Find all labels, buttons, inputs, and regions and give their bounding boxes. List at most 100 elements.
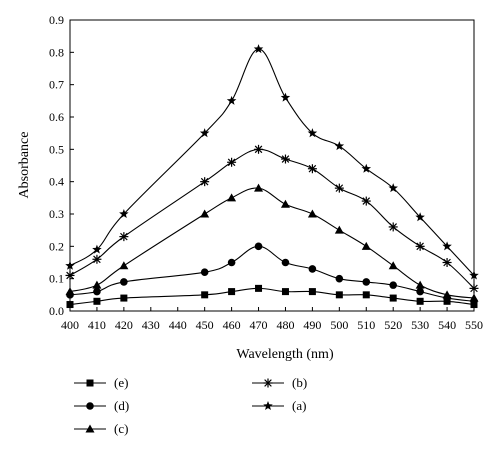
legend-label: (e) (114, 375, 128, 390)
x-tick-label: 540 (438, 318, 456, 332)
data-point-c (227, 193, 237, 202)
axes: 400 410 420 430 440 450 460 470 480 490 500 510 520 5… (49, 13, 483, 332)
series-line-e (69, 287, 475, 306)
x-axis-title: Wavelength (nm) (236, 347, 334, 362)
data-point-e (93, 297, 101, 305)
y-tick-label: 0.6 (49, 110, 64, 124)
data-point-b (65, 270, 75, 280)
x-tick-label: 470 (250, 318, 268, 332)
data-point-b (307, 164, 317, 174)
x-tick-label: 500 (330, 318, 348, 332)
data-point-d (227, 258, 236, 267)
y-axis-title: Absorbance (17, 132, 32, 199)
data-point-c (280, 199, 290, 208)
data-point-c (307, 209, 317, 218)
data-point-a (415, 212, 425, 222)
series-line-d (69, 245, 475, 302)
data-point-b (200, 177, 210, 187)
x-tick-label: 510 (357, 318, 375, 332)
data-point-b (92, 254, 102, 264)
legend-item-b: (b) (252, 375, 307, 390)
data-point-d (308, 265, 317, 273)
series-line-a (69, 48, 475, 276)
data-point-b (119, 232, 129, 242)
y-tick-label: 0.1 (49, 272, 64, 286)
series-a (65, 44, 479, 280)
x-tick-label: 490 (303, 318, 321, 332)
x-tick-label: 420 (115, 318, 133, 332)
y-tick-label: 0.0 (49, 304, 64, 318)
data-point-d (93, 287, 101, 296)
data-point-d (416, 287, 424, 296)
data-point-b (388, 222, 398, 232)
legend-item-d: (d) (74, 398, 129, 413)
data-point-e (416, 297, 424, 305)
x-tick-label: 450 (196, 318, 214, 332)
x-tick-label: 410 (88, 318, 106, 332)
legend-marker-a (263, 401, 273, 411)
data-point-a (253, 44, 264, 54)
data-point-d (389, 281, 398, 289)
data-point-a (226, 95, 237, 105)
series-b (65, 144, 479, 293)
data-point-a (307, 128, 318, 138)
data-point-a (334, 141, 345, 151)
series-c (65, 183, 479, 302)
legend-item-e: (e) (74, 375, 128, 390)
x-tick-label: 520 (384, 318, 402, 332)
x-tick-label: 480 (276, 318, 294, 332)
data-point-d (66, 291, 74, 299)
data-point-c (334, 225, 344, 234)
data-point-b (361, 196, 371, 206)
y-tick-label: 0.2 (49, 239, 64, 253)
data-point-e (443, 297, 451, 305)
data-point-d (120, 278, 128, 286)
data-point-e (201, 291, 209, 299)
data-point-a (199, 128, 210, 138)
data-point-b (334, 183, 344, 193)
legend-marker-c (85, 424, 95, 433)
legend-label: (b) (292, 375, 307, 390)
x-tick-label: 400 (61, 318, 79, 332)
data-point-c (415, 280, 425, 289)
x-tick-label: 430 (142, 318, 160, 332)
legend-item-c: (c) (74, 421, 128, 436)
data-point-e (470, 301, 478, 309)
data-point-e (66, 301, 74, 309)
data-point-e (389, 294, 397, 302)
data-point-b (280, 154, 290, 164)
x-tick-label: 440 (169, 318, 187, 332)
y-tick-label: 0.9 (49, 13, 64, 27)
data-point-e (255, 284, 263, 292)
legend-label: (d) (114, 398, 129, 413)
data-point-d (254, 242, 263, 251)
y-tick-label: 0.7 (49, 78, 64, 92)
data-point-a (119, 209, 129, 219)
data-point-a (65, 260, 75, 270)
series-d (66, 242, 478, 306)
data-point-d (281, 258, 290, 267)
data-point-c (254, 183, 264, 192)
data-point-a (92, 244, 102, 254)
x-tick-label: 460 (223, 318, 241, 332)
data-point-c (92, 280, 102, 289)
data-point-d (200, 268, 209, 277)
data-point-c (388, 261, 398, 270)
legend: (e) (b) (d) (a) (c) (74, 375, 307, 436)
series-e (66, 284, 478, 309)
legend-marker-d (86, 402, 94, 410)
data-point-e (335, 291, 343, 299)
x-tick-label: 530 (411, 318, 429, 332)
legend-item-a: (a) (252, 398, 306, 413)
legend-marker-e (86, 379, 94, 387)
y-tick-label: 0.5 (49, 142, 64, 156)
series-line-c (69, 187, 475, 299)
data-point-a (442, 241, 452, 251)
data-point-c (119, 261, 129, 270)
data-point-b (254, 144, 264, 154)
data-point-e (228, 288, 236, 296)
data-point-b (469, 283, 479, 293)
data-point-a (361, 163, 372, 173)
data-point-c (200, 209, 210, 218)
